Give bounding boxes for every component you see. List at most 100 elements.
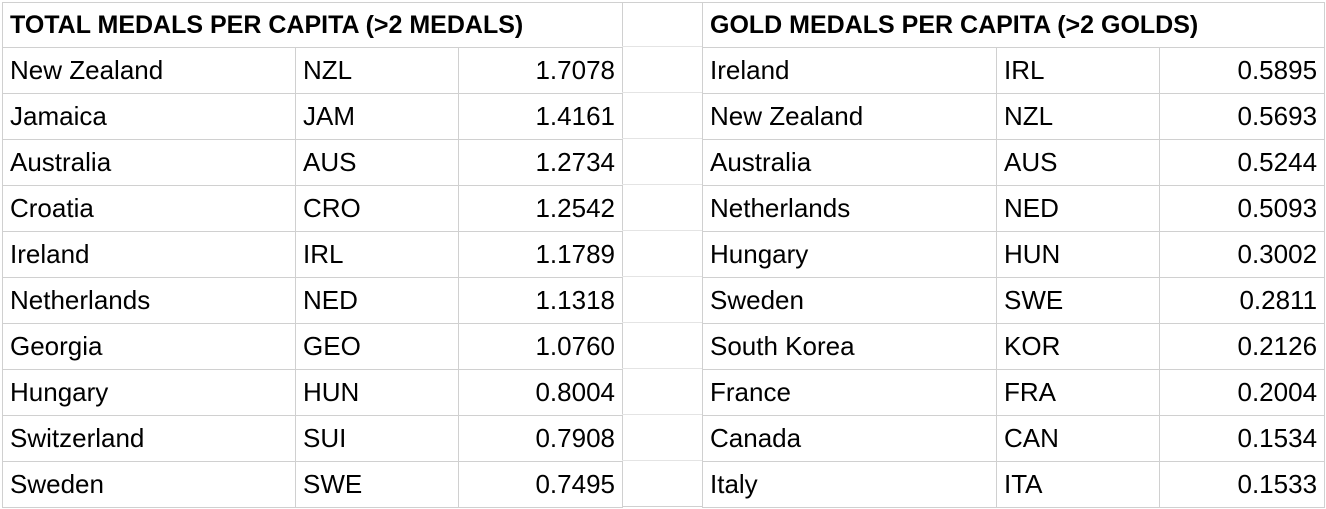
gridline [622, 138, 702, 139]
code-cell[interactable]: IRL [996, 47, 1160, 94]
table-row: Canada CAN 0.1534 [702, 415, 1326, 462]
table-row: Jamaica JAM 1.4161 [2, 93, 623, 140]
table-row: Italy ITA 0.1533 [702, 461, 1326, 508]
value-cell[interactable]: 1.2542 [458, 185, 623, 232]
value-cell[interactable]: 0.5244 [1158, 139, 1326, 186]
country-cell[interactable]: Ireland [2, 231, 296, 278]
code-cell[interactable]: HUN [996, 231, 1160, 278]
country-cell[interactable]: New Zealand [2, 47, 296, 94]
value-cell[interactable]: 0.7495 [458, 461, 623, 508]
gold-medals-grid: GOLD MEDALS PER CAPITA (>2 GOLDS) Irelan… [701, 2, 1326, 508]
code-cell[interactable]: ITA [996, 461, 1160, 508]
code-cell[interactable]: CAN [996, 415, 1160, 462]
code-cell[interactable]: CRO [295, 185, 459, 232]
code-cell[interactable]: SWE [996, 277, 1160, 324]
value-cell[interactable]: 1.1789 [458, 231, 623, 278]
value-cell[interactable]: 0.1534 [1158, 415, 1326, 462]
table-row: France FRA 0.2004 [702, 369, 1326, 416]
table-row: Hungary HUN 0.3002 [702, 231, 1326, 278]
country-cell[interactable]: Hungary [702, 231, 997, 278]
gridline [622, 414, 702, 415]
table-row: South Korea KOR 0.2126 [702, 323, 1326, 370]
country-cell[interactable]: Ireland [702, 47, 997, 94]
value-cell[interactable]: 0.2811 [1158, 277, 1326, 324]
gridline [622, 46, 702, 47]
total-medals-title-row: TOTAL MEDALS PER CAPITA (>2 MEDALS) [2, 2, 623, 48]
code-cell[interactable]: JAM [295, 93, 459, 140]
code-cell[interactable]: KOR [996, 323, 1160, 370]
total-medals-table: TOTAL MEDALS PER CAPITA (>2 MEDALS) New … [2, 2, 623, 508]
value-cell[interactable]: 0.1533 [1158, 461, 1326, 508]
gridline [622, 322, 702, 323]
country-cell[interactable]: Georgia [2, 323, 296, 370]
code-cell[interactable]: AUS [295, 139, 459, 186]
total-medals-title[interactable]: TOTAL MEDALS PER CAPITA (>2 MEDALS) [2, 2, 623, 48]
code-cell[interactable]: SWE [295, 461, 459, 508]
country-cell[interactable]: Netherlands [2, 277, 296, 324]
code-cell[interactable]: NZL [996, 93, 1160, 140]
table-row: Ireland IRL 1.1789 [2, 231, 623, 278]
country-cell[interactable]: New Zealand [702, 93, 997, 140]
table-row: New Zealand NZL 1.7078 [2, 47, 623, 94]
table-row: Croatia CRO 1.2542 [2, 185, 623, 232]
value-cell[interactable]: 0.8004 [458, 369, 623, 416]
value-cell[interactable]: 0.3002 [1158, 231, 1326, 278]
country-cell[interactable]: South Korea [702, 323, 997, 370]
value-cell[interactable]: 0.5693 [1158, 93, 1326, 140]
gridline [622, 460, 702, 461]
country-cell[interactable]: Australia [702, 139, 997, 186]
code-cell[interactable]: AUS [996, 139, 1160, 186]
value-cell[interactable]: 0.2004 [1158, 369, 1326, 416]
table-row: Netherlands NED 0.5093 [702, 185, 1326, 232]
value-cell[interactable]: 1.4161 [458, 93, 623, 140]
table-row: New Zealand NZL 0.5693 [702, 93, 1326, 140]
code-cell[interactable]: FRA [996, 369, 1160, 416]
country-cell[interactable]: Sweden [2, 461, 296, 508]
value-cell[interactable]: 1.1318 [458, 277, 623, 324]
gold-medals-table: GOLD MEDALS PER CAPITA (>2 GOLDS) Irelan… [701, 2, 1326, 508]
value-cell[interactable]: 0.5093 [1158, 185, 1326, 232]
table-row: Georgia GEO 1.0760 [2, 323, 623, 370]
value-cell[interactable]: 0.7908 [458, 415, 623, 462]
code-cell[interactable]: NZL [295, 47, 459, 94]
value-cell[interactable]: 1.0760 [458, 323, 623, 370]
country-cell[interactable]: Sweden [702, 277, 997, 324]
country-cell[interactable]: Croatia [2, 185, 296, 232]
gridline [622, 276, 702, 277]
gridline [622, 92, 702, 93]
total-medals-grid: TOTAL MEDALS PER CAPITA (>2 MEDALS) New … [2, 2, 623, 508]
gridline [622, 368, 702, 369]
code-cell[interactable]: IRL [295, 231, 459, 278]
value-cell[interactable]: 0.5895 [1158, 47, 1326, 94]
empty-column-gap [622, 2, 702, 507]
table-row: Switzerland SUI 0.7908 [2, 415, 623, 462]
country-cell[interactable]: Australia [2, 139, 296, 186]
country-cell[interactable]: Canada [702, 415, 997, 462]
country-cell[interactable]: Switzerland [2, 415, 296, 462]
value-cell[interactable]: 0.2126 [1158, 323, 1326, 370]
value-cell[interactable]: 1.2734 [458, 139, 623, 186]
table-row: Ireland IRL 0.5895 [702, 47, 1326, 94]
code-cell[interactable]: SUI [295, 415, 459, 462]
value-cell[interactable]: 1.7078 [458, 47, 623, 94]
code-cell[interactable]: NED [295, 277, 459, 324]
code-cell[interactable]: NED [996, 185, 1160, 232]
table-row: Sweden SWE 0.7495 [2, 461, 623, 508]
table-row: Australia AUS 0.5244 [702, 139, 1326, 186]
country-cell[interactable]: Jamaica [2, 93, 296, 140]
code-cell[interactable]: GEO [295, 323, 459, 370]
gridline [622, 184, 702, 185]
country-cell[interactable]: Italy [702, 461, 997, 508]
gold-medals-title-row: GOLD MEDALS PER CAPITA (>2 GOLDS) [701, 2, 1326, 48]
table-row: Australia AUS 1.2734 [2, 139, 623, 186]
table-row: Sweden SWE 0.2811 [702, 277, 1326, 324]
table-row: Netherlands NED 1.1318 [2, 277, 623, 324]
country-cell[interactable]: Netherlands [702, 185, 997, 232]
gridline [622, 230, 702, 231]
country-cell[interactable]: France [702, 369, 997, 416]
country-cell[interactable]: Hungary [2, 369, 296, 416]
gold-medals-title[interactable]: GOLD MEDALS PER CAPITA (>2 GOLDS) [701, 2, 1326, 48]
table-row: Hungary HUN 0.8004 [2, 369, 623, 416]
code-cell[interactable]: HUN [295, 369, 459, 416]
